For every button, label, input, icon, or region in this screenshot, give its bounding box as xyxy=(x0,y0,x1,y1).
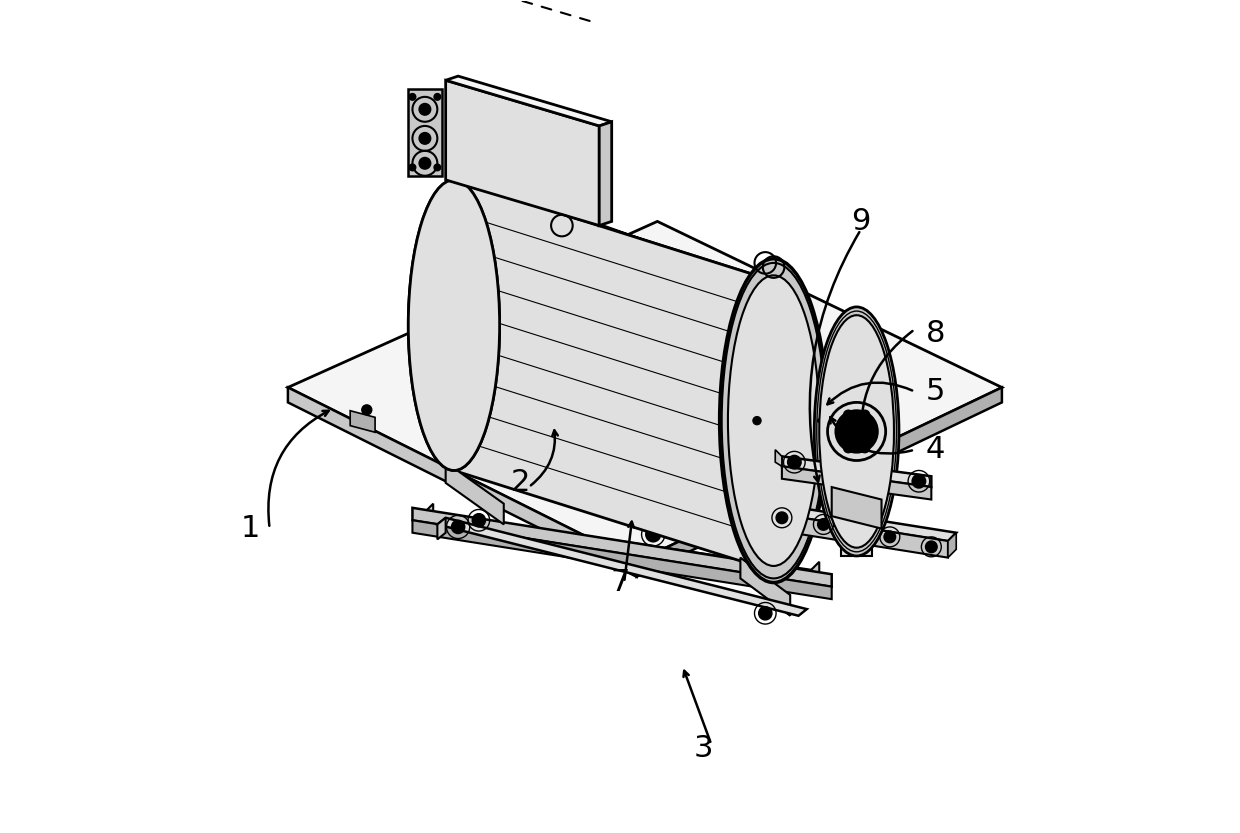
Polygon shape xyxy=(441,296,670,529)
Ellipse shape xyxy=(817,311,897,551)
Polygon shape xyxy=(441,284,678,404)
Polygon shape xyxy=(740,557,790,616)
Ellipse shape xyxy=(728,276,820,566)
Ellipse shape xyxy=(722,263,826,578)
Polygon shape xyxy=(413,508,832,586)
Polygon shape xyxy=(425,521,820,591)
Circle shape xyxy=(459,441,474,456)
Polygon shape xyxy=(441,284,450,421)
Circle shape xyxy=(859,410,869,420)
Polygon shape xyxy=(429,425,694,541)
Text: 8: 8 xyxy=(926,319,945,348)
Ellipse shape xyxy=(719,259,827,582)
Circle shape xyxy=(759,606,773,620)
Polygon shape xyxy=(599,122,611,226)
Polygon shape xyxy=(350,411,374,432)
Text: 2: 2 xyxy=(511,468,529,497)
Polygon shape xyxy=(445,76,611,126)
Text: 4: 4 xyxy=(926,435,945,464)
Circle shape xyxy=(362,405,372,415)
Text: 1: 1 xyxy=(241,514,260,543)
Circle shape xyxy=(884,531,895,542)
Polygon shape xyxy=(670,392,678,529)
Circle shape xyxy=(925,541,937,552)
Polygon shape xyxy=(841,462,852,556)
Polygon shape xyxy=(288,222,1002,561)
Circle shape xyxy=(419,157,430,169)
Circle shape xyxy=(843,410,853,420)
Ellipse shape xyxy=(820,315,894,547)
Circle shape xyxy=(419,103,430,115)
Polygon shape xyxy=(413,521,832,599)
Polygon shape xyxy=(425,504,433,529)
Circle shape xyxy=(859,443,869,453)
Circle shape xyxy=(472,514,486,527)
Circle shape xyxy=(409,93,415,100)
Polygon shape xyxy=(811,561,820,591)
Polygon shape xyxy=(438,518,807,616)
Polygon shape xyxy=(765,504,774,529)
Text: 7: 7 xyxy=(610,568,630,597)
Polygon shape xyxy=(445,462,503,525)
Text: 3: 3 xyxy=(693,734,713,763)
Polygon shape xyxy=(775,450,782,466)
Polygon shape xyxy=(835,488,879,526)
Polygon shape xyxy=(454,180,770,570)
Polygon shape xyxy=(765,504,956,541)
Polygon shape xyxy=(861,462,873,556)
Circle shape xyxy=(843,443,853,453)
Circle shape xyxy=(913,475,925,488)
Polygon shape xyxy=(782,456,931,487)
Circle shape xyxy=(776,512,787,524)
Circle shape xyxy=(409,164,415,171)
Circle shape xyxy=(753,416,761,425)
Polygon shape xyxy=(425,412,699,533)
Polygon shape xyxy=(288,387,636,576)
Ellipse shape xyxy=(408,180,500,471)
Polygon shape xyxy=(782,466,931,500)
Ellipse shape xyxy=(408,180,500,471)
Circle shape xyxy=(434,164,440,171)
Circle shape xyxy=(419,132,430,144)
Text: 5: 5 xyxy=(926,377,945,407)
Circle shape xyxy=(817,519,830,531)
Circle shape xyxy=(434,93,440,100)
Polygon shape xyxy=(425,512,811,591)
Ellipse shape xyxy=(815,307,899,556)
Circle shape xyxy=(836,411,878,452)
Polygon shape xyxy=(947,533,956,557)
Polygon shape xyxy=(832,487,882,529)
Polygon shape xyxy=(445,80,599,226)
Circle shape xyxy=(451,521,465,534)
Polygon shape xyxy=(636,387,1002,576)
Polygon shape xyxy=(454,176,777,288)
Circle shape xyxy=(646,527,661,541)
Polygon shape xyxy=(408,88,441,176)
Text: 9: 9 xyxy=(851,207,870,236)
Polygon shape xyxy=(765,512,947,557)
Polygon shape xyxy=(438,518,445,540)
Circle shape xyxy=(787,456,801,469)
